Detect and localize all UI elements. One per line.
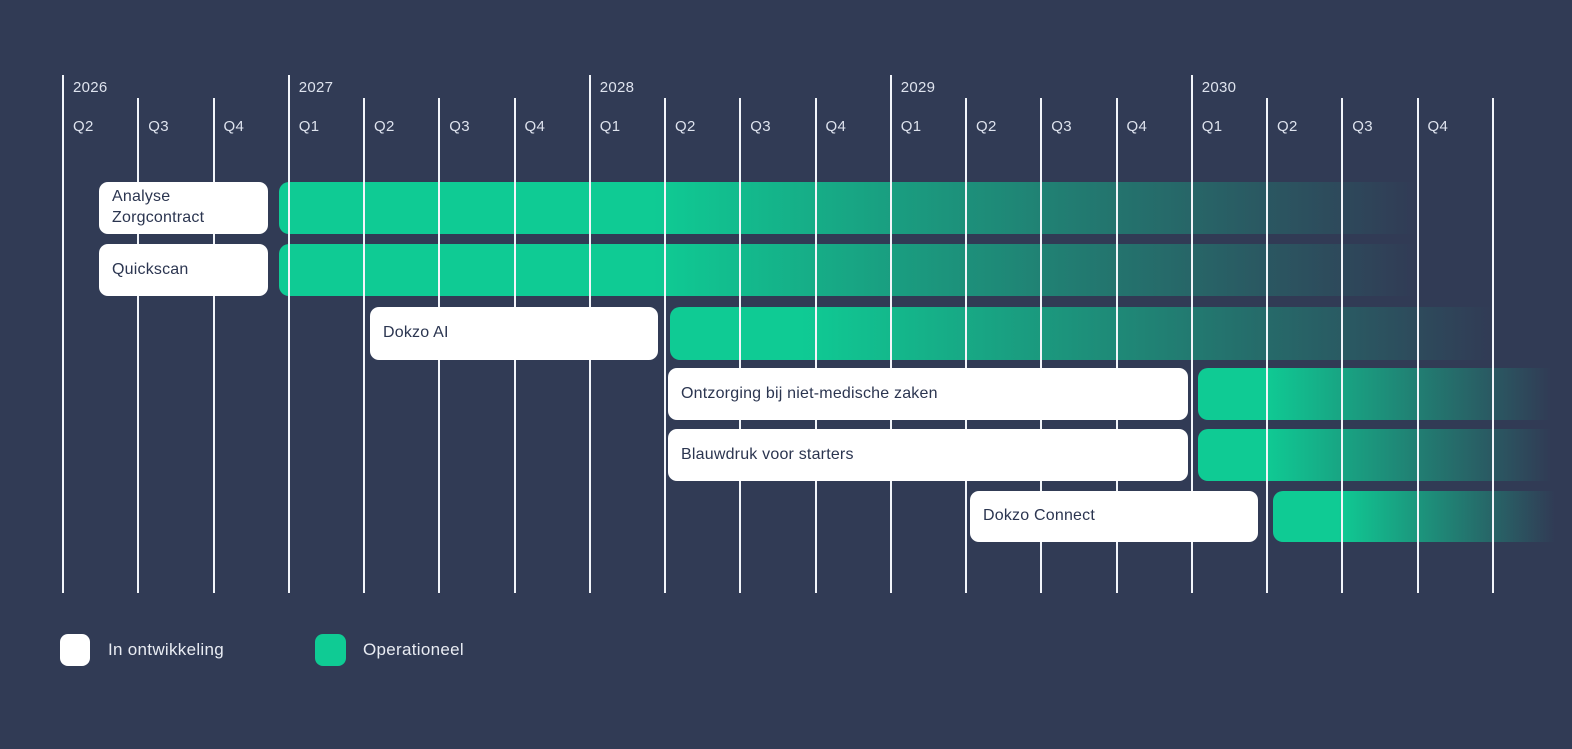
quarter-label: Q1 bbox=[298, 118, 320, 135]
task-label: Dokzo Connect bbox=[983, 507, 1095, 525]
task-label-box-dokzo-connect: Dokzo Connect bbox=[970, 491, 1258, 542]
quarter-label: Q3 bbox=[1051, 118, 1072, 135]
gridline-quarter bbox=[1266, 98, 1268, 593]
quarter-label: Q3 bbox=[1352, 118, 1373, 135]
gridline-quarter bbox=[965, 98, 967, 593]
gridline-quarter bbox=[814, 98, 817, 593]
quarter-label: Q4 bbox=[1427, 118, 1449, 135]
gridline-quarter bbox=[137, 98, 140, 593]
task-label-box-ontzorging-niet-medische-zaken: Ontzorging bij niet-medische zaken bbox=[668, 368, 1188, 420]
task-label: Analyse Zorgcontract bbox=[112, 188, 205, 226]
quarter-label: Q2 bbox=[73, 118, 94, 135]
gridline-year bbox=[889, 75, 892, 593]
gridline-quarter bbox=[1341, 98, 1344, 593]
quarter-label: Q1 bbox=[599, 118, 621, 135]
legend-label-operationeel: Operationeel bbox=[363, 640, 464, 659]
task-label-box-quickscan: Quickscan bbox=[99, 244, 268, 296]
gridline-quarter bbox=[1416, 98, 1419, 593]
task-label: Ontzorging bij niet-medische zaken bbox=[681, 384, 938, 402]
year-label: 2030 bbox=[1201, 79, 1237, 96]
gridline-quarter bbox=[1491, 98, 1494, 593]
gridline-quarter bbox=[212, 98, 215, 593]
quarter-label: Q4 bbox=[524, 118, 546, 135]
quarter-label: Q3 bbox=[148, 118, 169, 135]
task-bar-dokzo-connect bbox=[1273, 491, 1570, 542]
gridline-quarter bbox=[363, 98, 365, 593]
gridline-year bbox=[287, 75, 290, 593]
task-label-box-dokzo-ai: Dokzo AI bbox=[370, 307, 658, 360]
year-label: 2027 bbox=[298, 79, 334, 96]
quarter-label: Q4 bbox=[825, 118, 847, 135]
year-label: 2026 bbox=[73, 79, 108, 96]
task-label: Dokzo AI bbox=[383, 324, 449, 342]
task-label-box-blauwdruk-voor-starters: Blauwdruk voor starters bbox=[668, 429, 1188, 481]
gridline-quarter bbox=[1115, 98, 1118, 593]
task-label-box-analyse-zorgcontract: Analyse Zorgcontract bbox=[99, 182, 268, 234]
gridline-quarter bbox=[1040, 98, 1043, 593]
quarter-label: Q4 bbox=[223, 118, 245, 135]
quarter-label: Q3 bbox=[449, 118, 470, 135]
legend-label-in-ontwikkeling: In ontwikkeling bbox=[108, 640, 225, 659]
quarter-label: Q3 bbox=[750, 118, 771, 135]
quarter-label: Q2 bbox=[374, 118, 395, 135]
task-label: Blauwdruk voor starters bbox=[681, 445, 854, 463]
task-bar-quickscan bbox=[279, 244, 1416, 296]
task-bar-blauwdruk-voor-starters bbox=[1198, 429, 1570, 481]
year-label: 2029 bbox=[900, 79, 936, 96]
year-label: 2028 bbox=[599, 79, 635, 96]
task-label: Quickscan bbox=[112, 260, 189, 278]
task-bar-dokzo-ai bbox=[670, 307, 1492, 360]
gridline-quarter bbox=[739, 98, 742, 593]
task-bar-analyse-zorgcontract bbox=[279, 182, 1416, 234]
quarter-label: Q1 bbox=[900, 118, 922, 135]
quarter-label: Q2 bbox=[976, 118, 997, 135]
gridline-quarter bbox=[664, 98, 666, 593]
task-bar-ontzorging-niet-medische-zaken bbox=[1198, 368, 1570, 420]
quarter-label: Q1 bbox=[1201, 118, 1223, 135]
gridline-year bbox=[62, 75, 64, 593]
quarter-label: Q4 bbox=[1126, 118, 1148, 135]
legend-swatch-operationeel bbox=[315, 634, 346, 666]
quarter-label: Q2 bbox=[1277, 118, 1298, 135]
gridline-year bbox=[1190, 75, 1193, 593]
quarter-label: Q2 bbox=[675, 118, 696, 135]
legend-swatch-in-ontwikkeling bbox=[60, 634, 90, 666]
